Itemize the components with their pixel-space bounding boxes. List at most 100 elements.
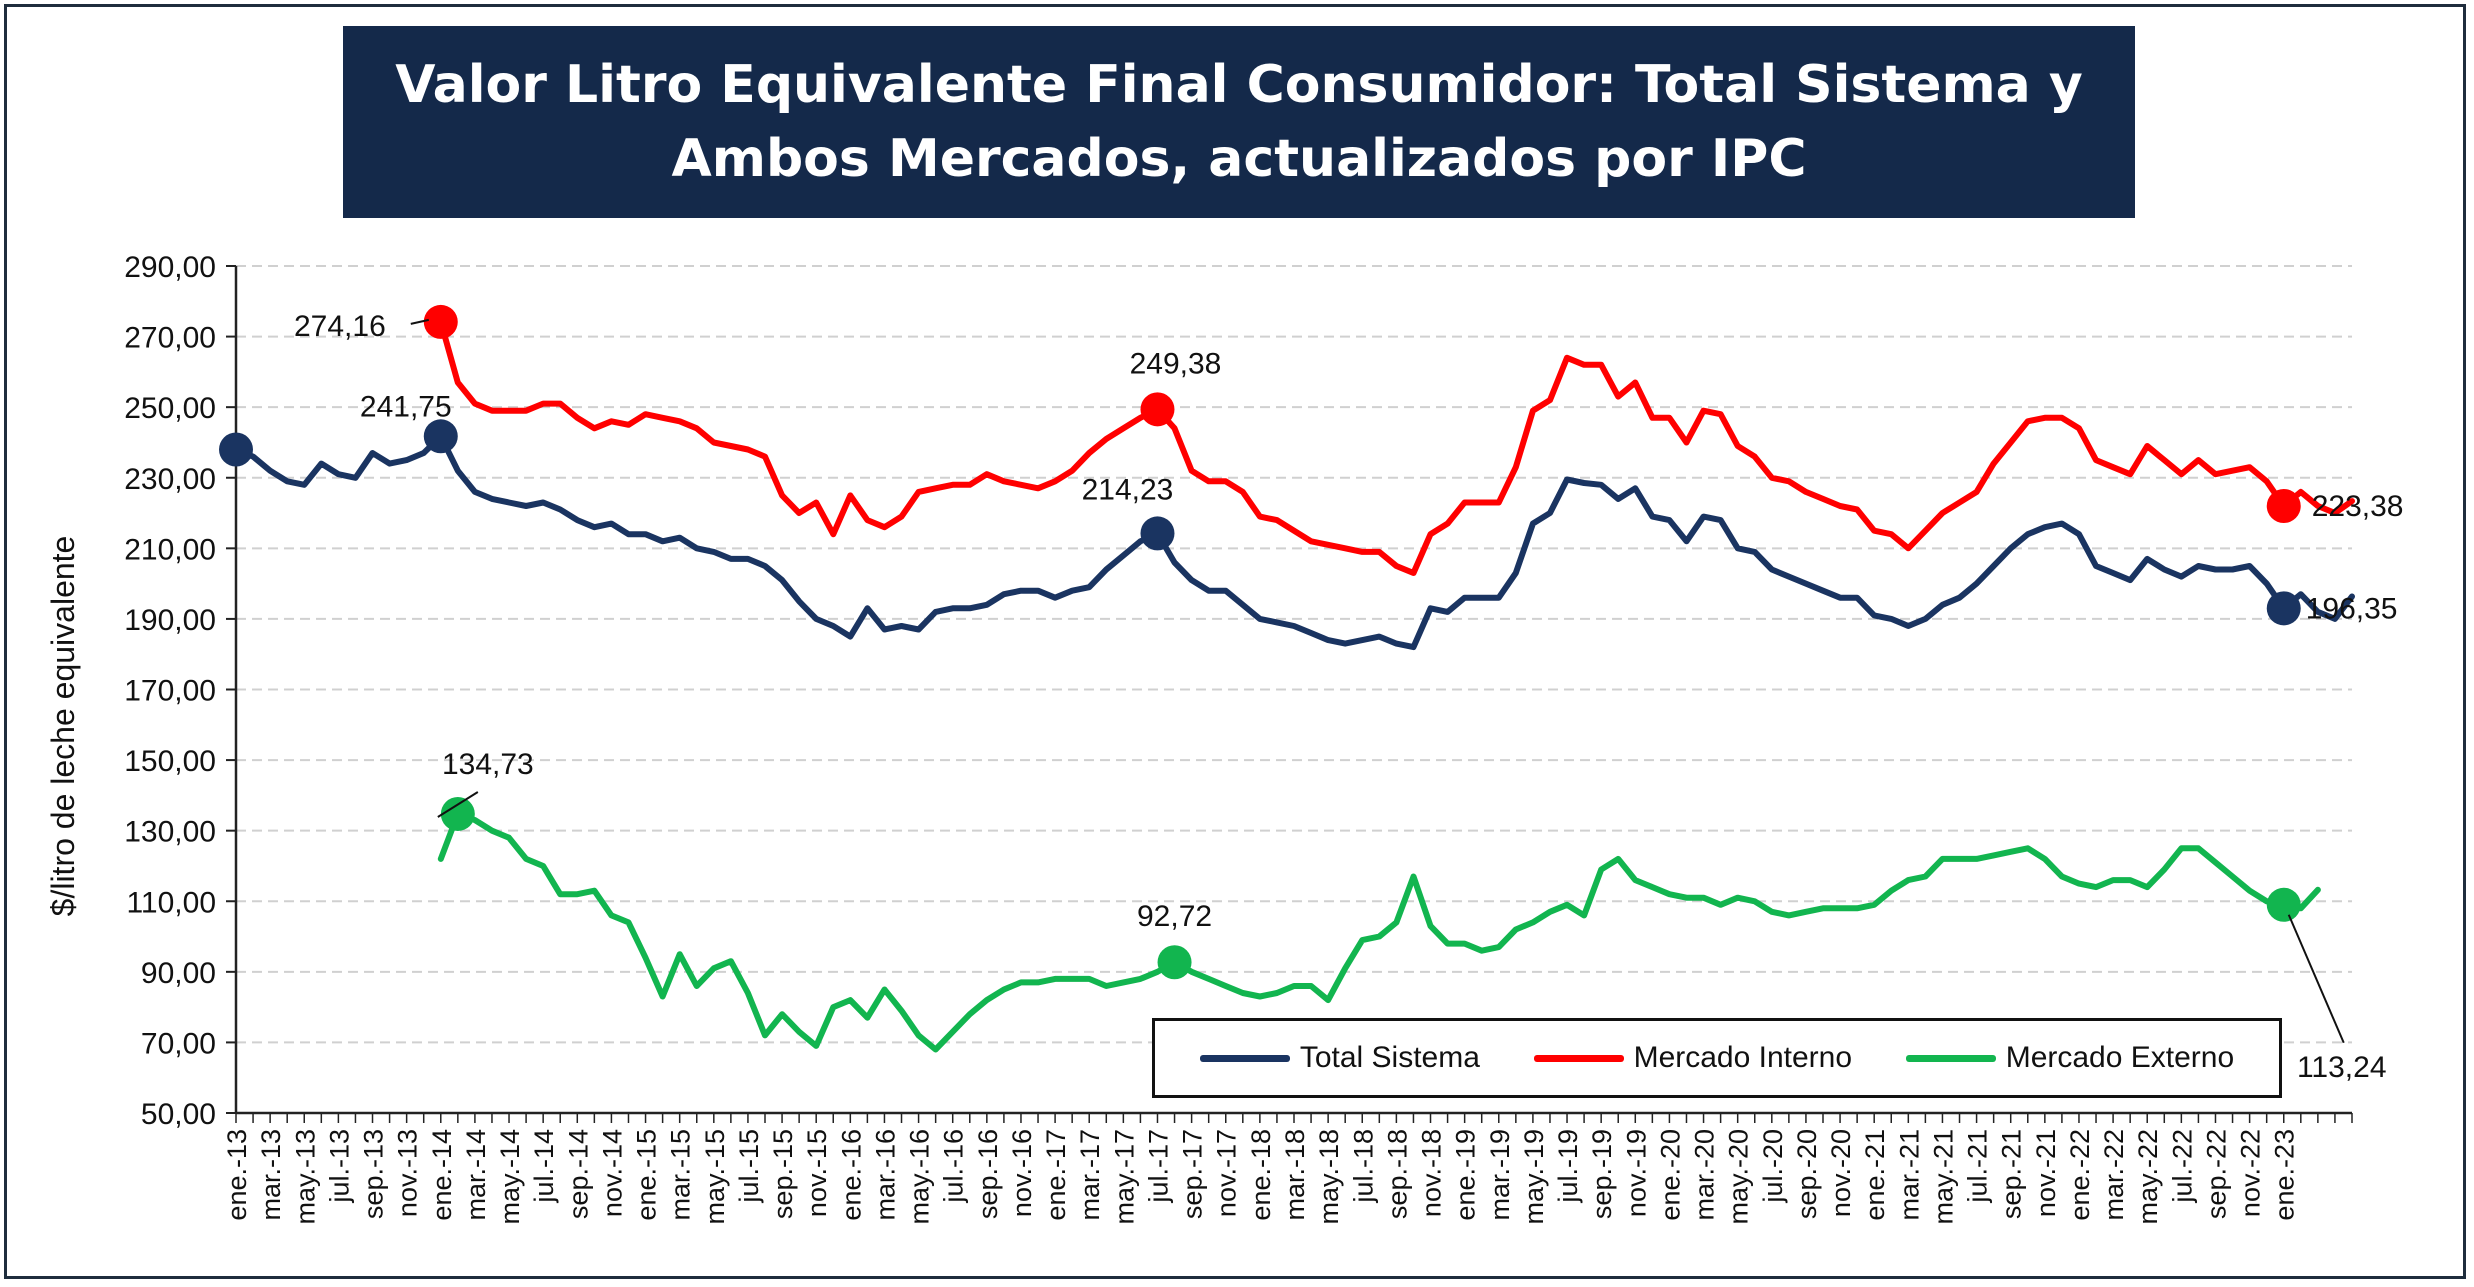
chart-title-box: Valor Litro Equivalente Final Consumidor… <box>343 26 2135 218</box>
x-tick-label: sep.-17 <box>1178 1129 1208 1219</box>
x-tick-label: nov.-14 <box>597 1129 627 1217</box>
x-tick-label: may.-13 <box>290 1129 320 1225</box>
x-tick-label: ene.-15 <box>632 1129 662 1221</box>
x-tick-label: ene.-13 <box>222 1129 252 1221</box>
x-tick-label: ene.-23 <box>2270 1129 2300 1221</box>
x-tick-label: jul.-20 <box>1758 1129 1788 1204</box>
x-tick-label: mar.-14 <box>461 1129 491 1221</box>
x-tick-label: ene.-20 <box>1655 1129 1685 1221</box>
x-tick-label: may.-22 <box>2133 1129 2163 1225</box>
x-tick-label: may.-19 <box>1519 1129 1549 1225</box>
y-tick-label: 70,00 <box>141 1027 216 1060</box>
x-tick-label: sep.-19 <box>1587 1129 1617 1219</box>
x-tick-label: jul.-14 <box>529 1129 559 1204</box>
y-tick-label: 170,00 <box>124 675 216 708</box>
marker-total-120 <box>2266 591 2301 626</box>
x-tick-label: ene.-18 <box>1246 1129 1276 1221</box>
x-tick-label: nov.-22 <box>2236 1129 2266 1217</box>
x-tick-label: may.-17 <box>1109 1129 1139 1225</box>
x-tick-label: may.-21 <box>1928 1129 1958 1225</box>
x-tick-label: jul.-21 <box>1963 1129 1993 1204</box>
x-tick-label: may.-14 <box>495 1129 525 1225</box>
marker-externo-55 <box>1157 945 1192 980</box>
legend-swatch-interno <box>1533 1054 1624 1062</box>
legend-swatch-total <box>1199 1054 1290 1062</box>
x-tick-labels: ene.-13 mar.-13 may.-13 jul.-13 sep.-13 nov.-… <box>222 1129 2300 1225</box>
y-tick-label: 130,00 <box>124 816 216 849</box>
legend-label-externo: Mercado Externo <box>2005 1041 2235 1074</box>
y-tick-label: 110,00 <box>126 886 216 919</box>
x-tick-label: sep.-21 <box>1997 1129 2027 1219</box>
x-tick-label: sep.-15 <box>768 1129 798 1219</box>
x-tick-label: mar.-16 <box>870 1129 900 1221</box>
x-tick-label: nov.-18 <box>1417 1129 1447 1217</box>
data-labels: 274,16 249,38 223,38 241,75 214,23 196,35 134,… <box>294 310 2403 1084</box>
data-label-total-12: 241,75 <box>360 390 452 423</box>
x-tick-label: sep.-14 <box>563 1129 593 1219</box>
x-tick-label: nov.-16 <box>1007 1129 1037 1217</box>
x-tick-label: may.-20 <box>1724 1129 1754 1225</box>
x-tick-label: mar.-18 <box>1280 1129 1310 1221</box>
grid-lines <box>236 265 2352 1044</box>
marker-total-54 <box>1140 516 1175 551</box>
marker-interno-54 <box>1140 392 1175 427</box>
series-line-total <box>233 433 2355 651</box>
data-label-externo-120: 113,24 <box>2297 1051 2387 1084</box>
x-tick-label: may.-15 <box>700 1129 730 1225</box>
x-tick-label: sep.-18 <box>1382 1129 1412 1219</box>
y-tick-label: 210,00 <box>124 533 216 566</box>
data-label-externo-55: 92,72 <box>1137 900 1212 933</box>
data-label-interno-12: 274,16 <box>294 310 386 343</box>
marker-externo-120 <box>2266 887 2301 922</box>
x-tick-label: mar.-17 <box>1075 1129 1105 1221</box>
legend-label-total: Total Sistema <box>1299 1041 1480 1074</box>
x-tick-label: nov.-19 <box>1621 1129 1651 1217</box>
y-tick-label: 90,00 <box>141 957 216 990</box>
y-axis-label: $/litro de leche equivalente <box>45 536 81 917</box>
series-lines <box>233 318 2355 1053</box>
x-tick-label: may.-16 <box>905 1129 935 1225</box>
x-tick-label: jul.-16 <box>939 1129 969 1204</box>
x-tick-label: mar.-20 <box>1690 1129 1720 1221</box>
leader-line <box>2287 914 2345 1044</box>
y-tick-label: 250,00 <box>124 392 216 425</box>
axes <box>226 265 2353 1123</box>
y-tick-label: 50,00 <box>141 1098 216 1131</box>
x-tick-label: mar.-21 <box>1894 1129 1924 1221</box>
legend-item-externo: Mercado Externo <box>1905 1041 2235 1075</box>
data-label-total-54: 214,23 <box>1082 473 1174 506</box>
marker-total-0 <box>219 432 253 467</box>
x-tick-label: sep.-22 <box>2201 1129 2231 1219</box>
x-tick-label: nov.-21 <box>2031 1129 2061 1217</box>
x-tick-label: ene.-14 <box>427 1129 457 1221</box>
x-tick-label: nov.-13 <box>393 1129 423 1217</box>
legend-swatch-externo <box>1905 1054 1996 1062</box>
leader-line <box>437 791 479 818</box>
x-tick-label: mar.-13 <box>256 1129 286 1221</box>
x-tick-label: sep.-20 <box>1792 1129 1822 1219</box>
x-tick-label: ene.-17 <box>1041 1129 1071 1221</box>
series-line-externo <box>437 811 2321 1053</box>
point-markers <box>219 304 2301 980</box>
x-tick-label: jul.-13 <box>324 1129 354 1204</box>
x-tick-label: jul.-15 <box>734 1129 764 1204</box>
legend-item-total: Total Sistema <box>1199 1041 1480 1075</box>
legend: Total Sistema Mercado Interno Mercado Ex… <box>1152 1018 2282 1098</box>
x-tick-label: ene.-22 <box>2065 1129 2095 1221</box>
x-tick-label: sep.-13 <box>359 1129 389 1219</box>
leader-line <box>410 318 429 325</box>
chart-title-line-1: Valor Litro Equivalente Final Consumidor… <box>395 55 2083 115</box>
y-tick-label: 230,00 <box>124 463 216 496</box>
x-tick-label: ene.-16 <box>836 1129 866 1221</box>
x-tick-label: jul.-18 <box>1348 1129 1378 1204</box>
y-tick-label: 270,00 <box>124 322 216 355</box>
y-tick-label: 150,00 <box>124 745 216 778</box>
y-tick-labels: 50,00 70,00 90,00 110,00 130,00 150,00 170,00 1… <box>124 251 216 1131</box>
x-tick-label: jul.-17 <box>1143 1129 1173 1204</box>
data-label-interno-54: 249,38 <box>1130 347 1222 380</box>
series-line-interno <box>437 318 2355 576</box>
x-tick-label: mar.-15 <box>666 1129 696 1221</box>
x-tick-label: sep.-16 <box>973 1129 1003 1219</box>
x-tick-label: may.-18 <box>1314 1129 1344 1225</box>
x-tick-label: ene.-21 <box>1860 1129 1890 1221</box>
